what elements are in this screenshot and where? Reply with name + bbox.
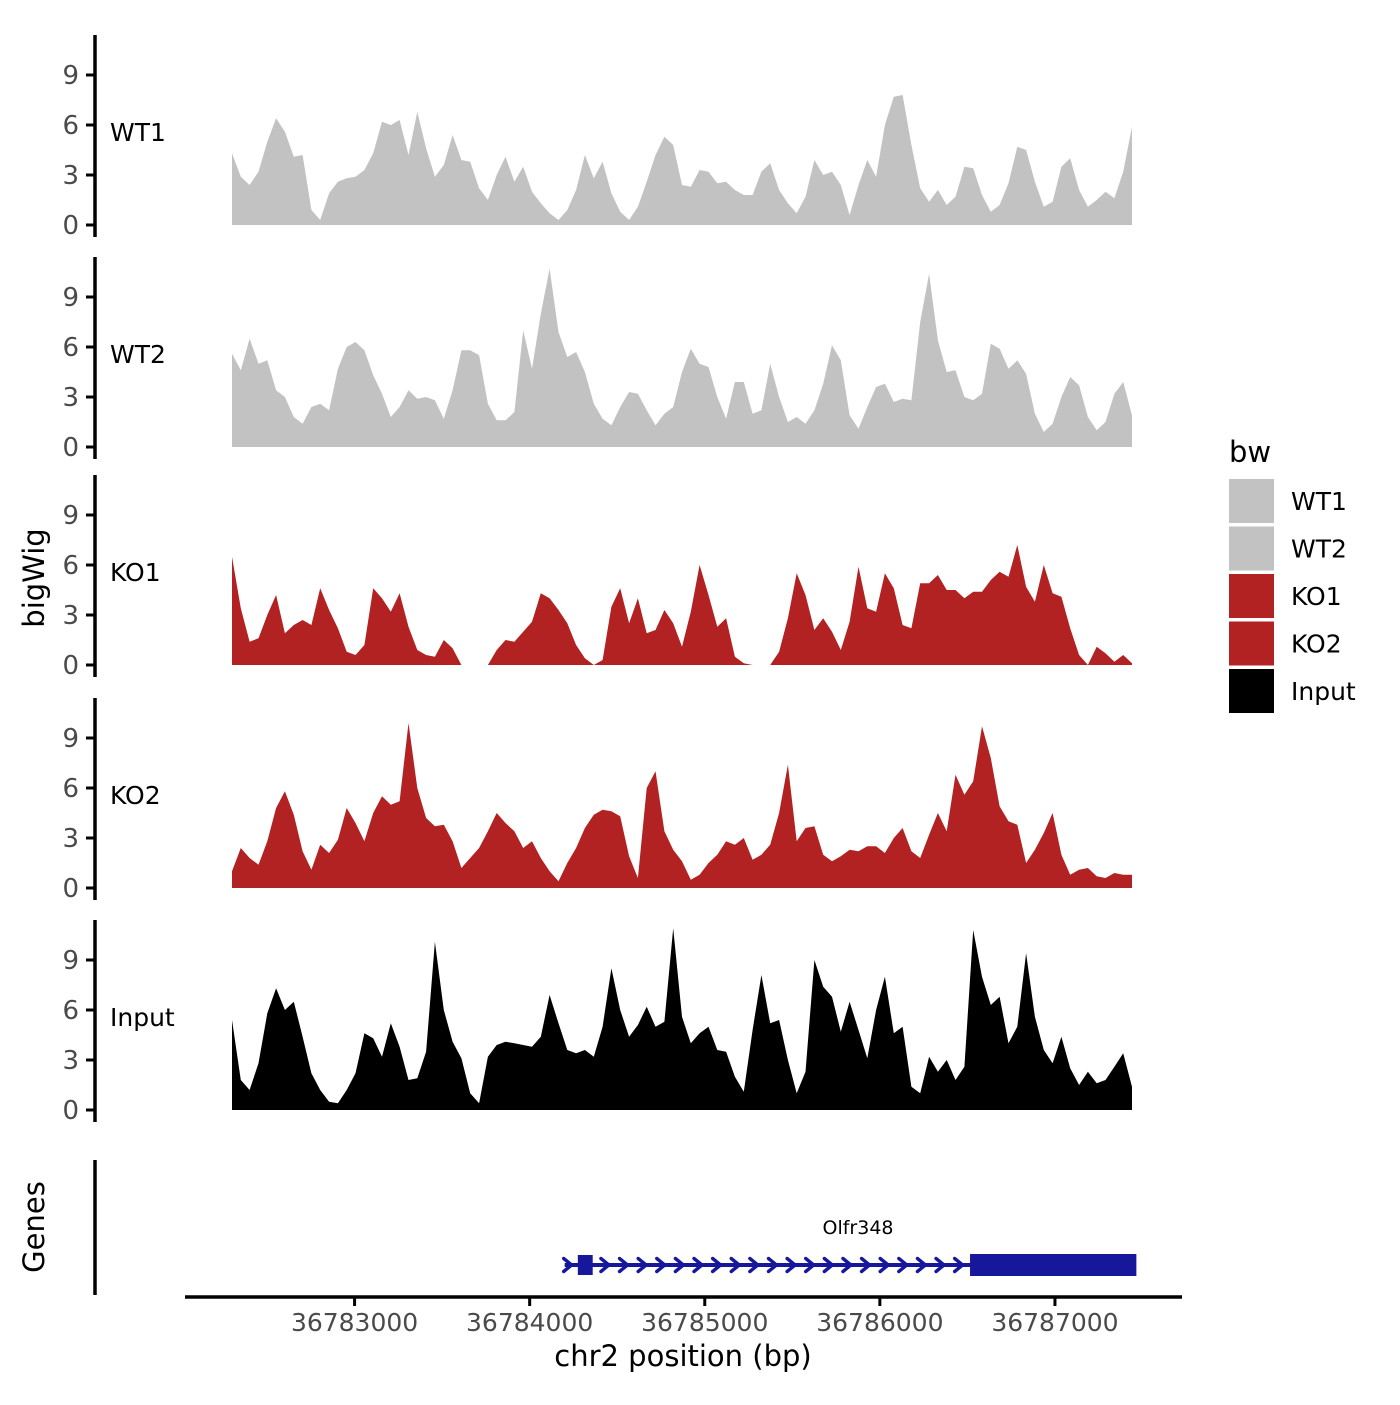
y-tick-label: 0 bbox=[62, 433, 79, 463]
legend-swatch-ko2 bbox=[1229, 621, 1274, 666]
y-tick-label: 9 bbox=[62, 946, 79, 976]
strand-direction-arrow bbox=[599, 1256, 612, 1274]
y-tick-label: 6 bbox=[62, 551, 79, 581]
y-tick-label: 3 bbox=[62, 161, 79, 191]
legend-swatch-ko1 bbox=[1229, 574, 1274, 618]
strand-direction-arrow bbox=[915, 1256, 929, 1274]
strand-direction-arrow bbox=[729, 1256, 742, 1274]
legend: WT1 WT2 KO1 KO2 Input bbox=[1229, 479, 1356, 713]
legend-swatch-input bbox=[1229, 669, 1274, 713]
x-tick-label: 36785000 bbox=[641, 1308, 768, 1337]
strand-direction-arrow bbox=[766, 1256, 780, 1274]
strand-direction-arrow bbox=[878, 1256, 891, 1274]
gene-name-label: Olfr348 bbox=[823, 1217, 894, 1239]
strand-direction-arrow bbox=[617, 1256, 631, 1274]
y-tick-label: 6 bbox=[62, 996, 79, 1026]
track-name-label: KO1 bbox=[110, 558, 161, 587]
coverage-area-input bbox=[232, 928, 1132, 1110]
y-tick-label: 3 bbox=[62, 601, 79, 631]
legend-swatch-wt2 bbox=[1229, 526, 1274, 571]
legend-label-wt2: WT2 bbox=[1291, 535, 1347, 564]
strand-direction-arrow bbox=[692, 1256, 705, 1274]
y-tick-label: 9 bbox=[62, 724, 79, 754]
strand-direction-arrow bbox=[859, 1256, 873, 1274]
y-tick-label: 3 bbox=[62, 1046, 79, 1076]
coverage-area-ko2 bbox=[232, 723, 1132, 888]
x-tick-label: 36786000 bbox=[816, 1308, 943, 1337]
x-tick-label: 36784000 bbox=[466, 1308, 593, 1337]
coverage-area-wt2 bbox=[232, 268, 1132, 447]
track-name-label: Input bbox=[110, 1003, 175, 1032]
coverage-area-wt1 bbox=[232, 95, 1132, 225]
y-tick-label: 9 bbox=[62, 61, 79, 91]
track-name-label: KO2 bbox=[110, 781, 161, 810]
coverage-area-ko1 bbox=[232, 545, 1132, 665]
x-axis: 36783000 36784000 36785000 36786000 36787000 bbox=[185, 1295, 1182, 1337]
strand-direction-arrow bbox=[897, 1256, 910, 1274]
y-tick-label: 6 bbox=[62, 333, 79, 363]
strand-direction-arrow bbox=[934, 1256, 947, 1274]
legend-swatch-wt1 bbox=[1229, 479, 1274, 523]
track-panel-wt2: 0 3 6 9 WT2 bbox=[62, 257, 1132, 463]
track-name-label: WT1 bbox=[110, 118, 166, 147]
y-tick-label: 9 bbox=[62, 501, 79, 531]
legend-title: bw bbox=[1229, 435, 1271, 469]
track-panel-wt1: 0 3 6 9 WT1 bbox=[62, 35, 1132, 241]
gene-exon-thin bbox=[577, 1255, 593, 1275]
gene-exon-thick bbox=[970, 1254, 1137, 1276]
track-panel-ko1: 0 3 6 9 KO1 bbox=[62, 475, 1132, 681]
strand-direction-arrow bbox=[710, 1256, 724, 1274]
strand-direction-arrow bbox=[804, 1256, 817, 1274]
y-tick-label: 9 bbox=[62, 283, 79, 313]
y-tick-label: 6 bbox=[62, 111, 79, 141]
track-panel-input: 0 3 6 9 Input bbox=[62, 920, 1132, 1126]
track-name-label: WT2 bbox=[110, 340, 166, 369]
y-axis-title: bigWig bbox=[17, 528, 51, 627]
legend-label-ko2: KO2 bbox=[1291, 630, 1342, 659]
genes-axis-title: Genes bbox=[17, 1181, 51, 1273]
strand-direction-arrow bbox=[748, 1256, 761, 1274]
track-panel-ko2: 0 3 6 9 KO2 bbox=[62, 698, 1132, 904]
strand-direction-arrow bbox=[822, 1256, 836, 1274]
legend-label-ko1: KO1 bbox=[1291, 582, 1342, 611]
strand-direction-arrow bbox=[841, 1256, 854, 1274]
dynamic-plot-layers: 0 3 6 9 WT1 0 3 6 9 WT2 0 3 6 9 KO1 0 3 6 9 KO2 0 3 6 9 Input 367… bbox=[62, 35, 1356, 1337]
x-tick-label: 36787000 bbox=[991, 1308, 1118, 1337]
gene-model-olfr348 bbox=[561, 1254, 1137, 1276]
strand-direction-arrow bbox=[952, 1256, 966, 1274]
y-tick-label: 0 bbox=[62, 874, 79, 904]
x-axis-title: chr2 position (bp) bbox=[554, 1339, 811, 1373]
strand-direction-arrow bbox=[636, 1256, 649, 1274]
y-tick-label: 0 bbox=[62, 651, 79, 681]
y-tick-label: 3 bbox=[62, 824, 79, 854]
y-tick-label: 3 bbox=[62, 383, 79, 413]
strand-direction-arrow bbox=[655, 1256, 668, 1274]
x-tick-label: 36783000 bbox=[291, 1308, 418, 1337]
legend-label-input: Input bbox=[1291, 677, 1356, 706]
y-tick-label: 6 bbox=[62, 774, 79, 804]
y-tick-label: 0 bbox=[62, 1096, 79, 1126]
strand-direction-arrow bbox=[561, 1256, 575, 1274]
strand-direction-arrow bbox=[785, 1256, 798, 1274]
legend-label-wt1: WT1 bbox=[1291, 487, 1347, 516]
strand-direction-arrow bbox=[673, 1256, 687, 1274]
y-tick-label: 0 bbox=[62, 211, 79, 241]
